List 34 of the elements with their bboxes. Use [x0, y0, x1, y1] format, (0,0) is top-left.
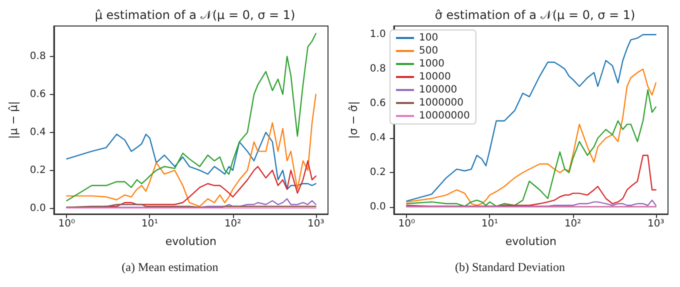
y-tick-label: 0.8 [30, 50, 46, 62]
y-axis-title: |σ − σ̂| [347, 101, 360, 139]
y-tick-label: 1.0 [370, 29, 386, 40]
x-tick-label: 10⁰ [398, 218, 416, 230]
legend-label: 100000 [419, 84, 458, 96]
legend-label: 1000 [419, 58, 444, 70]
x-axis-title: evolution [165, 235, 216, 248]
x-tick-label: 10³ [307, 218, 324, 230]
text: (b) Standard Deviation [454, 260, 566, 275]
y-tick-label: 0.4 [30, 126, 46, 138]
y-tick-label: 0.0 [370, 202, 386, 213]
x-tick-label: 10² [564, 218, 582, 230]
y-tick-label: 0.2 [30, 164, 46, 176]
legend-label: 10000 [419, 72, 451, 82]
x-tick-label: 10² [224, 218, 242, 230]
y-tick-label: 0.4 [370, 132, 386, 144]
x-tick-label: 10¹ [141, 218, 158, 230]
text: (a) Mean estimation [120, 260, 220, 275]
x-tick-label: 10³ [647, 218, 664, 230]
x-tick-label: 10¹ [481, 218, 498, 230]
chart-title: σ̂ estimation of a 𝒩(μ = 0, σ = 1) [434, 8, 636, 22]
legend-label: 100 [419, 32, 438, 44]
y-axis-title: |μ − μ̂| [7, 101, 20, 139]
y-tick-label: 0.0 [30, 202, 46, 214]
chart-title: μ̂ estimation of a 𝒩(μ = 0, σ = 1) [94, 8, 296, 22]
x-tick-label: 10⁰ [58, 218, 76, 230]
y-tick-label: 0.6 [370, 98, 386, 110]
legend-label: 1000000 [419, 98, 464, 108]
y-tick-label: 0.8 [370, 64, 386, 75]
y-tick-label: 0.2 [370, 167, 386, 178]
x-axis-title: evolution [505, 235, 556, 248]
legend-label: 500 [419, 46, 438, 56]
y-tick-label: 0.6 [30, 88, 46, 100]
legend-label: 10000000 [419, 110, 470, 122]
